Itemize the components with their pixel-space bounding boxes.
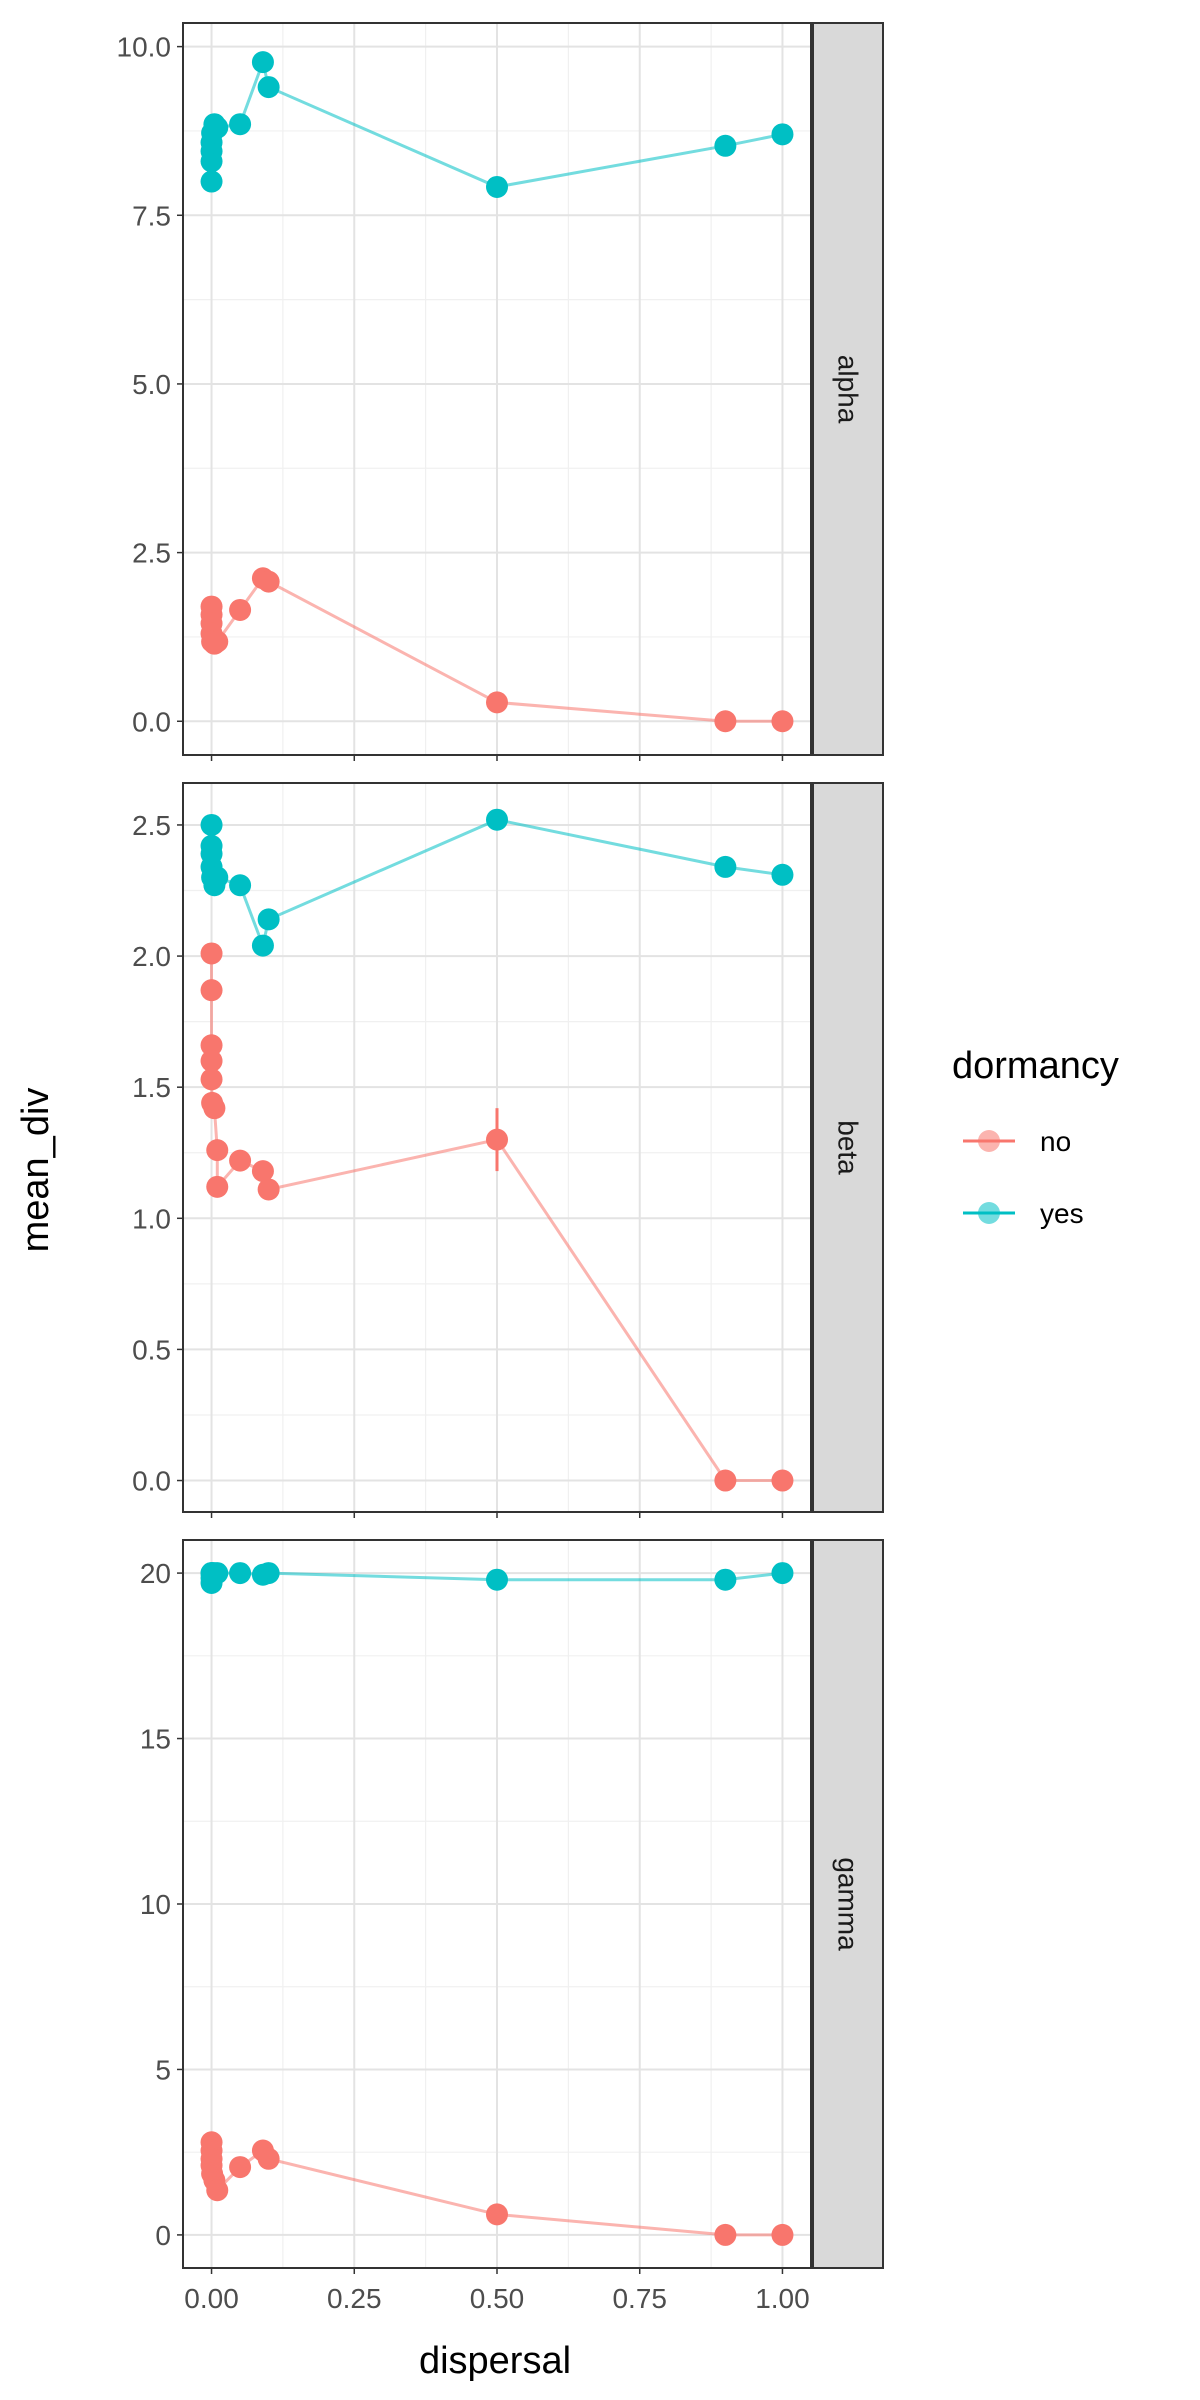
data-point-yes: [229, 113, 252, 136]
data-point-no: [203, 1097, 226, 1120]
y-tick-label: 20: [140, 1558, 171, 1589]
data-point-no: [257, 1178, 280, 1201]
legend-title: dormancy: [952, 1045, 1119, 1087]
data-point-no: [206, 630, 229, 653]
data-point-no: [200, 1034, 223, 1057]
x-tick-label: 0.50: [470, 2283, 525, 2314]
facet-panels: 0.0 2.5 5.0 7.5 10.0 alpha 0.0 0.5 1.0 1.5 2.0 2.5 b…: [117, 22, 884, 2314]
data-point-yes: [257, 76, 280, 99]
legend-label-no: no: [1040, 1126, 1071, 1157]
data-point-yes: [257, 908, 280, 931]
y-tick-label: 10: [140, 1889, 171, 1920]
data-point-no: [714, 1469, 737, 1492]
facet-strip-label: beta: [833, 1120, 864, 1175]
facet-strip-label: alpha: [833, 355, 864, 424]
data-point-no: [229, 2156, 252, 2179]
y-axis-title: mean_div: [15, 1088, 57, 1253]
data-point-yes: [206, 1562, 229, 1585]
data-point-yes: [257, 1562, 280, 1585]
data-point-no: [486, 691, 508, 714]
data-point-yes: [771, 1562, 794, 1585]
y-tick-label: 0: [155, 2220, 171, 2251]
data-point-yes: [714, 855, 737, 878]
data-point-no: [229, 598, 252, 621]
data-point-yes: [714, 1568, 737, 1591]
data-point-no: [251, 1160, 274, 1183]
legend: dormancy no yes: [952, 1045, 1119, 1229]
y-tick-label: 15: [140, 1724, 171, 1755]
data-point-yes: [251, 51, 274, 74]
facet-beta: 0.0 0.5 1.0 1.5 2.0 2.5 beta: [132, 782, 884, 1518]
data-point-yes: [206, 116, 229, 139]
legend-label-yes: yes: [1040, 1198, 1084, 1229]
data-point-no: [257, 570, 280, 593]
data-point-yes: [251, 934, 274, 957]
y-tick-label: 2.5: [132, 810, 171, 841]
data-point-no: [200, 1049, 223, 1072]
data-point-yes: [486, 175, 508, 198]
panel-border: [182, 22, 812, 756]
y-tick-label: 0.0: [132, 1466, 171, 1497]
facet-gamma: 0 5 10 15 20 gamma 0.00 0.25 0.50 0.75 1.00: [140, 1539, 884, 2314]
x-tick-label: 1.00: [755, 2283, 810, 2314]
data-point-yes: [486, 1568, 508, 1591]
y-tick-label: 7.5: [132, 200, 171, 231]
data-point-yes: [200, 170, 223, 193]
legend-key-point: [978, 1130, 1000, 1152]
facet-strip-label: gamma: [833, 1857, 864, 1951]
facet-strip: [812, 1539, 884, 2269]
facet-strip: [812, 782, 884, 1513]
data-point-yes: [771, 123, 794, 146]
x-tick-label: 0.00: [184, 2283, 239, 2314]
data-point-no: [486, 1128, 508, 1151]
y-tick-label: 0.0: [132, 706, 171, 737]
facet-alpha: 0.0 2.5 5.0 7.5 10.0 alpha: [117, 22, 884, 761]
data-point-yes: [714, 134, 737, 157]
y-tick-label: 1.5: [132, 1072, 171, 1103]
y-tick-label: 0.5: [132, 1334, 171, 1365]
data-point-no: [229, 1149, 252, 1172]
y-tick-label: 2.5: [132, 538, 171, 569]
data-point-no: [257, 2147, 280, 2170]
data-point-yes: [486, 808, 508, 831]
data-point-yes: [229, 874, 252, 897]
panel-border: [182, 1539, 812, 2269]
x-tick-label: 0.75: [612, 2283, 667, 2314]
data-point-no: [486, 2203, 508, 2226]
data-point-yes: [229, 1562, 252, 1585]
data-point-yes: [206, 866, 229, 889]
data-point-yes: [200, 813, 223, 836]
y-tick-label: 5.0: [132, 369, 171, 400]
y-tick-label: 2.0: [132, 941, 171, 972]
legend-key-point: [978, 1202, 1000, 1224]
data-point-no: [714, 2223, 737, 2246]
data-point-no: [206, 1139, 229, 1162]
y-tick-label: 10.0: [117, 32, 172, 63]
y-tick-label: 1.0: [132, 1203, 171, 1234]
data-point-no: [771, 2223, 794, 2246]
data-point-no: [206, 2179, 229, 2202]
data-point-yes: [771, 863, 794, 886]
data-point-no: [200, 979, 223, 1002]
data-point-no: [206, 1175, 229, 1198]
panel-border: [182, 782, 812, 1513]
y-tick-label: 5: [155, 2054, 171, 2085]
data-point-no: [771, 1469, 794, 1492]
data-point-no: [714, 710, 737, 733]
data-point-no: [771, 710, 794, 733]
data-point-no: [200, 942, 223, 965]
data-point-no: [200, 1068, 223, 1091]
x-axis-title: dispersal: [419, 2340, 571, 2382]
facet-strip: [812, 22, 884, 756]
x-tick-label: 0.25: [327, 2283, 382, 2314]
